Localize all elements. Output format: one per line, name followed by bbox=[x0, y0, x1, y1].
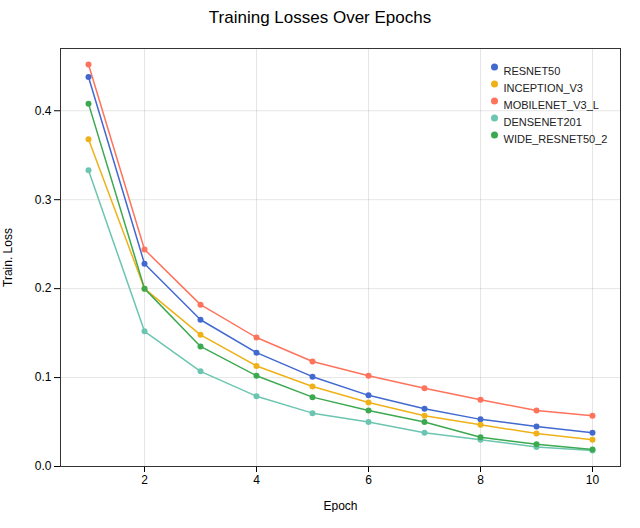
svg-text:RESNET50: RESNET50 bbox=[504, 65, 561, 77]
svg-text:WIDE_RESNET50_2: WIDE_RESNET50_2 bbox=[504, 133, 608, 145]
svg-text:Epoch: Epoch bbox=[323, 499, 357, 513]
svg-text:DENSENET201: DENSENET201 bbox=[504, 116, 582, 128]
svg-text:0.1: 0.1 bbox=[35, 370, 52, 384]
svg-text:4: 4 bbox=[253, 473, 260, 487]
svg-text:0.0: 0.0 bbox=[35, 459, 52, 473]
svg-text:8: 8 bbox=[477, 473, 484, 487]
svg-text:2: 2 bbox=[141, 473, 148, 487]
html-text:Training Losses Over Epochs: Training Losses Over Epochs bbox=[208, 8, 432, 27]
svg-text:10: 10 bbox=[586, 473, 600, 487]
svg-text:INCEPTION_V3: INCEPTION_V3 bbox=[504, 82, 583, 94]
svg-text:6: 6 bbox=[365, 473, 372, 487]
svg-text:0.2: 0.2 bbox=[35, 281, 52, 295]
svg-text:0.3: 0.3 bbox=[35, 193, 52, 207]
svg-text:Train. Loss: Train. Loss bbox=[1, 228, 15, 287]
svg-text:MOBILENET_V3_L: MOBILENET_V3_L bbox=[504, 99, 599, 111]
svg-text:0.4: 0.4 bbox=[35, 104, 52, 118]
